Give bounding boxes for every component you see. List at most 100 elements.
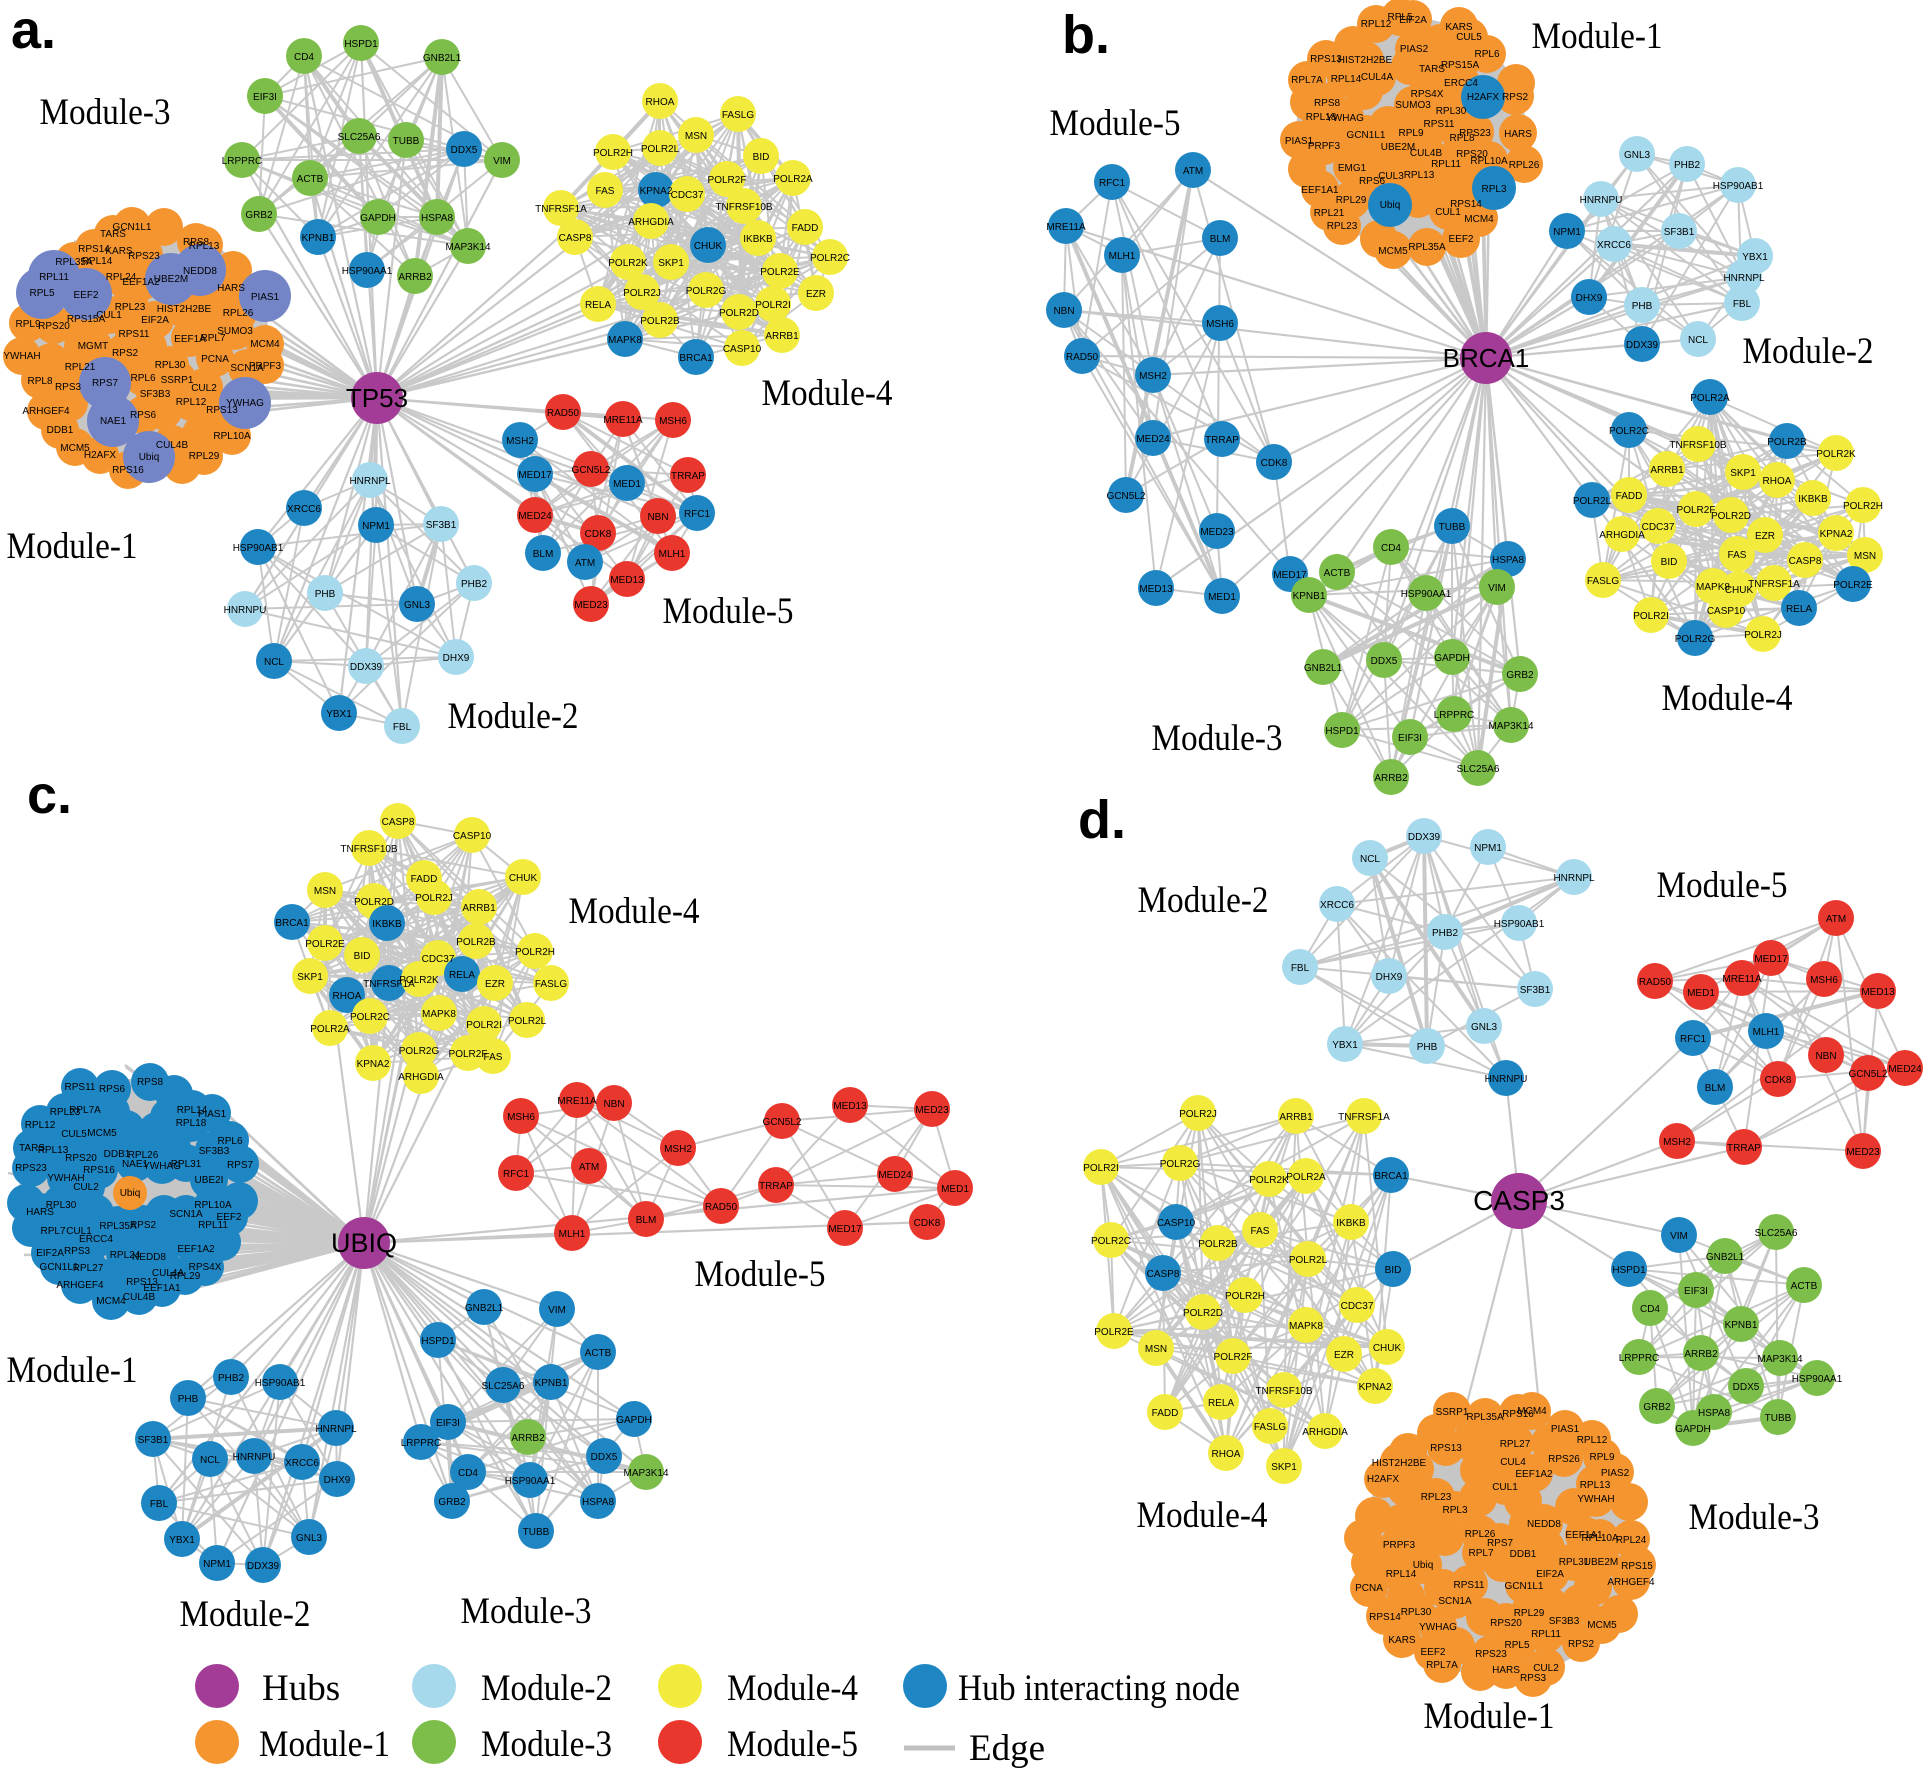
svg-text:Module-3: Module-3 [481,1724,612,1765]
svg-text:ARRB2: ARRB2 [511,1433,545,1444]
svg-text:CUL2: CUL2 [191,383,217,394]
svg-text:POLR2C: POLR2C [1091,1236,1131,1247]
svg-text:TNFRSF10B: TNFRSF10B [1669,440,1727,451]
svg-text:RPS20: RPS20 [1490,1618,1522,1629]
svg-text:HSPA8: HSPA8 [1492,555,1524,566]
svg-text:RPL31: RPL31 [171,1159,202,1170]
svg-text:TUBB: TUBB [1439,522,1466,533]
svg-text:EZR: EZR [485,979,505,990]
svg-text:NAE1: NAE1 [100,416,127,427]
svg-text:Module-1: Module-1 [259,1724,390,1765]
svg-text:Module-4: Module-4 [762,373,893,414]
svg-text:ARRB1: ARRB1 [765,331,799,342]
svg-text:EEF2: EEF2 [216,1212,241,1223]
svg-text:PRPF3: PRPF3 [1383,1540,1416,1551]
svg-text:MSH6: MSH6 [507,1112,535,1123]
svg-text:Module-3: Module-3 [1152,718,1283,759]
svg-text:HSP90AB1: HSP90AB1 [255,1378,306,1389]
svg-text:H2AFX: H2AFX [1367,1474,1400,1485]
svg-text:RPL29: RPL29 [1514,1608,1545,1619]
svg-text:PCNA: PCNA [1355,1583,1383,1594]
svg-text:Edge: Edge [969,1728,1045,1769]
svg-text:POLR2H: POLR2H [593,148,633,159]
svg-text:TNFRSF10B: TNFRSF10B [1255,1386,1313,1397]
svg-text:RPL6: RPL6 [1474,49,1499,60]
svg-text:CDK8: CDK8 [914,1218,941,1229]
svg-text:RELA: RELA [1786,604,1812,615]
svg-text:ATM: ATM [579,1162,599,1173]
svg-text:RPS20: RPS20 [1456,149,1488,160]
svg-text:CUL1: CUL1 [66,1226,92,1237]
svg-text:RPL24: RPL24 [106,272,137,283]
svg-text:RPL11: RPL11 [198,1220,228,1231]
svg-text:Ubiq: Ubiq [120,1188,141,1199]
svg-text:MRE11A: MRE11A [1046,222,1086,233]
svg-text:RPL8: RPL8 [27,376,52,387]
svg-text:YWHAH: YWHAH [3,351,40,362]
svg-text:CUL4A: CUL4A [1361,72,1394,83]
svg-text:EEF2: EEF2 [1448,234,1473,245]
svg-text:Module-2: Module-2 [1138,880,1269,921]
svg-text:RPS23: RPS23 [1459,128,1491,139]
svg-text:RPL13: RPL13 [38,1145,69,1156]
svg-text:EZR: EZR [806,289,826,300]
svg-text:GNB2L1: GNB2L1 [465,1303,504,1314]
svg-text:DDB1: DDB1 [104,1149,131,1160]
svg-text:POLR2B: POLR2B [640,316,680,327]
svg-text:GRB2: GRB2 [245,210,273,221]
svg-text:PRPF3: PRPF3 [249,361,282,372]
svg-text:Module-5: Module-5 [1657,865,1788,906]
svg-text:RPL26: RPL26 [223,308,254,319]
svg-text:FASLG: FASLG [535,979,567,990]
svg-text:RPL6: RPL6 [217,1136,242,1147]
svg-text:UBE2M: UBE2M [1584,1557,1618,1568]
svg-text:POLR2J: POLR2J [623,288,661,299]
svg-text:NBN: NBN [1053,306,1074,317]
svg-text:RPS11: RPS11 [1454,1580,1485,1591]
svg-text:POLR2I: POLR2I [1083,1163,1119,1174]
svg-text:BLM: BLM [1210,234,1231,245]
svg-text:TARS: TARS [19,1143,45,1154]
svg-text:POLR2B: POLR2B [1767,437,1807,448]
svg-text:MED13: MED13 [610,575,644,586]
svg-text:POLR2J: POLR2J [1179,1109,1217,1120]
svg-text:DHX9: DHX9 [324,1475,351,1486]
svg-text:RPL14: RPL14 [177,1105,208,1116]
svg-text:HNRNPU: HNRNPU [224,605,267,616]
svg-text:SCN1A: SCN1A [230,363,264,374]
svg-text:SKP1: SKP1 [1271,1462,1297,1473]
svg-text:TUBB: TUBB [393,136,420,147]
svg-text:MSH2: MSH2 [1139,371,1167,382]
svg-text:KARS: KARS [105,246,133,257]
svg-text:CDK8: CDK8 [1261,458,1288,469]
svg-text:LRPPRC: LRPPRC [1434,710,1475,721]
svg-text:Module-3: Module-3 [40,92,171,133]
svg-text:RPL5: RPL5 [1387,12,1412,23]
svg-text:GNL3: GNL3 [1471,1022,1498,1033]
svg-text:FAS: FAS [1728,550,1747,561]
svg-text:TRRAP: TRRAP [1727,1143,1761,1154]
svg-text:Module-3: Module-3 [1689,1497,1820,1538]
svg-text:TNFRSF1A: TNFRSF1A [1338,1112,1390,1123]
svg-text:POLR2D: POLR2D [354,897,394,908]
svg-text:CHUK: CHUK [1373,1343,1402,1354]
svg-text:RPL30: RPL30 [46,1200,77,1211]
svg-text:RPL5: RPL5 [29,288,54,299]
svg-text:MED17: MED17 [518,470,552,481]
svg-text:POLR2J: POLR2J [1744,630,1782,641]
svg-text:Ubiq: Ubiq [1413,1560,1434,1571]
svg-text:b.: b. [1062,5,1110,65]
svg-text:POLR2F: POLR2F [449,1049,488,1060]
svg-text:RPS4X: RPS4X [189,1262,222,1273]
svg-text:MAPK8: MAPK8 [422,1009,456,1020]
svg-text:BLM: BLM [1705,1083,1726,1094]
svg-text:MSN: MSN [685,131,707,142]
svg-text:Module-4: Module-4 [569,891,700,932]
svg-text:RPS3: RPS3 [1520,1673,1547,1684]
svg-text:FADD: FADD [1616,491,1643,502]
svg-text:CUL4A: CUL4A [152,1268,185,1279]
svg-text:MED23: MED23 [1846,1147,1880,1158]
svg-text:HIST2H2BE: HIST2H2BE [1338,55,1393,66]
svg-text:MSH6: MSH6 [659,416,687,427]
svg-text:ACTB: ACTB [297,174,324,185]
